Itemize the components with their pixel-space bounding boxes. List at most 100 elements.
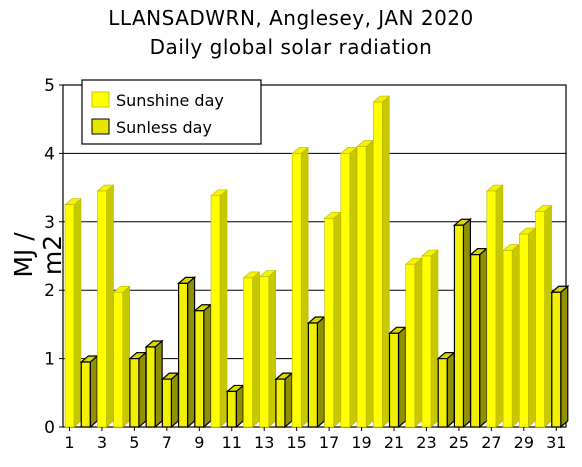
y-tick-label: 1: [44, 350, 55, 370]
bar-day-19: [356, 139, 374, 428]
bar-side: [397, 325, 407, 429]
x-tick-label: 17: [319, 433, 339, 452]
bar-front: [551, 291, 562, 428]
bar-side: [560, 284, 569, 429]
bar-side: [186, 276, 196, 429]
bar-front: [161, 378, 172, 428]
x-tick-label: 7: [162, 433, 172, 452]
bar-side: [73, 198, 82, 428]
bar-side: [219, 189, 228, 428]
bar-side: [89, 354, 98, 429]
bar-day-25: [452, 217, 473, 429]
bar-side: [511, 243, 520, 428]
bar-day-10: [210, 189, 228, 428]
bar-day-6: [144, 339, 164, 429]
bar-front: [421, 255, 432, 428]
bar-front: [275, 378, 286, 428]
legend: Sunshine day Sunless day: [81, 79, 262, 145]
bar-front: [291, 153, 302, 428]
bar-side: [528, 227, 536, 428]
x-tick-label: 15: [286, 433, 306, 452]
bar-day-30: [534, 204, 553, 428]
bar-front: [113, 291, 123, 428]
bar-front: [437, 358, 448, 428]
x-tick-label: 11: [222, 433, 242, 452]
bar-day-1: [64, 198, 82, 428]
bar-side: [138, 351, 147, 429]
bar-front: [405, 263, 416, 428]
chart-title: LLANSADWRN, Anglesey, JAN 2020: [108, 6, 474, 30]
bar-side: [381, 95, 390, 428]
bar-front: [129, 358, 140, 428]
x-tick-label: 1: [64, 433, 74, 452]
bar-front: [177, 282, 189, 428]
bar-day-31: [550, 284, 570, 429]
bar-day-9: [193, 303, 213, 429]
bar-day-28: [502, 243, 520, 428]
legend-item-sunshine: Sunshine day: [91, 91, 224, 110]
bar-day-16: [306, 315, 327, 429]
bar-day-29: [518, 227, 537, 428]
bar-day-2: [79, 354, 99, 429]
bar-side: [203, 303, 212, 429]
x-tick-label: 19: [351, 433, 371, 452]
bar-side: [430, 249, 439, 428]
bar-day-5: [128, 351, 148, 429]
legend-label: Sunshine day: [116, 91, 224, 110]
bar-front: [519, 233, 529, 428]
bar-day-17: [323, 211, 342, 428]
bar-front: [243, 277, 253, 428]
bar-day-26: [469, 247, 489, 429]
bar-day-24: [436, 351, 456, 429]
x-tick-label: 21: [384, 433, 404, 452]
y-tick-label: 3: [44, 213, 55, 233]
legend-swatch: [91, 91, 110, 108]
bar-front: [226, 390, 237, 428]
bar-day-12: [242, 271, 261, 428]
bar-front: [64, 204, 75, 428]
bar-front: [307, 322, 318, 428]
bar-front: [80, 361, 91, 428]
bar-front: [502, 250, 513, 428]
bar-day-20: [372, 95, 391, 428]
bar-day-3: [96, 184, 115, 428]
bar-front: [324, 218, 334, 428]
bar-front: [486, 190, 497, 428]
bar-front: [535, 211, 545, 428]
legend-box: [81, 79, 262, 145]
bar-day-8: [176, 276, 197, 429]
y-tick-label: 4: [44, 144, 55, 164]
chart-subtitle: Daily global solar radiation: [149, 35, 433, 59]
bar-side: [122, 285, 130, 428]
bar-day-15: [291, 146, 309, 428]
bar-front: [372, 101, 383, 428]
bar-front: [210, 195, 221, 428]
bar-day-11: [225, 384, 245, 429]
bar-front: [97, 190, 107, 428]
x-tick-label: 31: [546, 433, 566, 452]
bar-side: [333, 211, 341, 428]
y-tick-label: 2: [44, 281, 55, 301]
bar-side: [252, 271, 260, 428]
bar-side: [316, 315, 325, 429]
bar-day-21: [387, 325, 408, 429]
bar-front: [259, 276, 270, 428]
legend-swatch: [91, 118, 110, 135]
x-tick-label: 27: [481, 433, 501, 452]
bar-side: [235, 384, 244, 429]
bar-side: [284, 371, 293, 429]
y-tick-label: 0: [44, 418, 55, 438]
bar-day-7: [160, 371, 180, 429]
bar-day-4: [112, 285, 131, 428]
bar-front: [194, 310, 205, 428]
bar-front: [340, 153, 351, 428]
bar-side: [414, 257, 423, 428]
legend-label: Sunless day: [116, 118, 212, 137]
bar-day-13: [258, 269, 277, 428]
bar-side: [154, 339, 163, 429]
x-tick-label: 23: [416, 433, 436, 452]
bar-side: [365, 139, 374, 428]
bar-side: [349, 146, 358, 428]
